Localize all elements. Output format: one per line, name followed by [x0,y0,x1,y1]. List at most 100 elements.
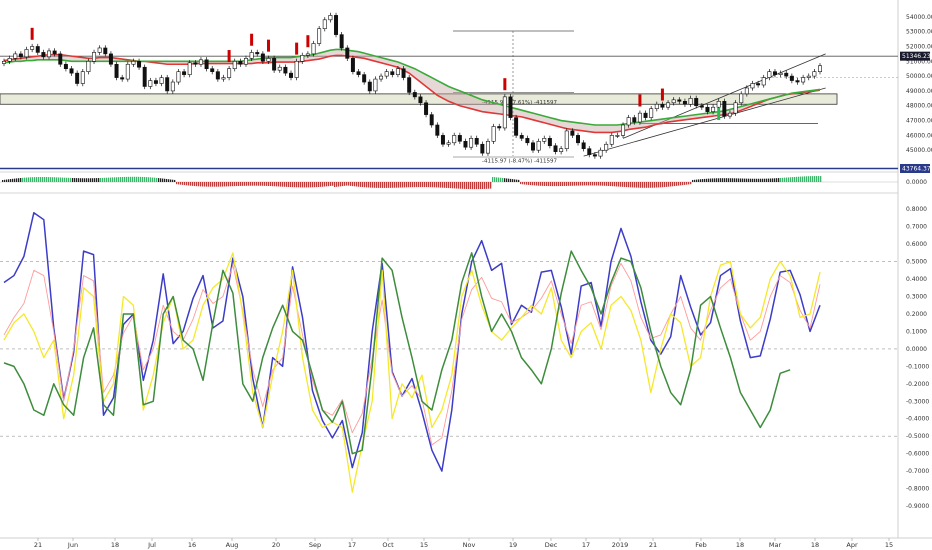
momentum-bar [616,182,618,187]
momentum-bar [90,178,92,182]
momentum-bar [716,178,718,182]
momentum-bar [432,182,434,188]
momentum-bar [570,182,572,186]
candle-body [587,148,592,155]
momentum-bar [242,182,244,186]
candle-body [97,47,102,53]
momentum-bar [302,182,304,188]
momentum-bar [694,179,696,182]
momentum-bar [468,182,470,190]
candle-body [581,142,586,150]
momentum-bar [664,182,666,188]
momentum-bar [748,178,750,182]
momentum-bar [224,182,226,187]
momentum-bar [680,182,682,186]
momentum-bar [318,182,320,187]
candle-body [182,71,187,75]
momentum-bar [336,182,338,187]
momentum-bar [290,182,292,188]
momentum-bar [576,182,578,186]
momentum-bar [800,176,802,182]
x-tick-label: 15 [420,541,428,549]
momentum-bar [588,182,590,186]
candle-body [221,77,226,80]
candle-body [379,75,384,80]
momentum-bar [810,176,812,182]
momentum-bar [568,182,570,186]
candle-body [170,81,175,92]
momentum-bar [456,182,458,189]
momentum-bar [362,182,364,188]
momentum-bar [678,182,680,186]
candle-body [58,53,63,65]
candle-body [536,140,541,151]
momentum-bar [442,182,444,188]
momentum-bar [512,179,514,182]
oscillator-y-tick: -0.7000 [906,468,929,475]
momentum-bar [208,182,210,187]
momentum-bar [366,182,368,188]
momentum-bar [374,182,376,188]
momentum-bar [522,182,524,185]
momentum-bar [734,178,736,182]
candle-body [103,47,108,55]
momentum-bar [160,178,162,182]
momentum-bar [16,178,18,182]
momentum-bar [566,182,568,186]
momentum-bar [792,177,794,182]
momentum-bar [256,182,258,186]
momentum-bar [548,182,550,187]
momentum-bar [686,182,688,185]
candle-body [35,46,40,53]
momentum-bar [454,182,456,189]
momentum-bar [612,182,614,187]
momentum-bar [762,178,764,182]
momentum-bar [250,182,252,186]
momentum-bar [140,176,142,182]
x-tick-label: Jun [67,541,78,549]
momentum-bar [414,182,416,188]
momentum-bar [712,178,714,182]
momentum-bar [118,177,120,182]
candle-body [300,55,305,62]
candle-body [761,77,766,86]
candle-body [266,58,271,62]
momentum-bar [378,182,380,188]
momentum-bar [354,182,356,187]
x-tick-label: 18 [811,541,819,549]
price-tag-label: 43764.37 [902,165,931,172]
oscillator-y-tick: -0.2000 [906,381,929,388]
momentum-bar [494,177,496,182]
x-tick-label: 21 [649,541,657,549]
candle-body [621,124,626,136]
momentum-bar [120,177,122,182]
momentum-bar [470,182,472,190]
candle-body [153,80,158,84]
candle-body [654,103,659,110]
momentum-bar [200,182,202,187]
momentum-bar [676,182,678,186]
candle-body [24,49,29,58]
candle-body [750,83,755,89]
momentum-bar [272,182,274,187]
candle-body [452,135,457,144]
momentum-bar [12,178,14,182]
momentum-bar [92,178,94,182]
momentum-bar [40,177,42,182]
candle-body [367,81,372,92]
momentum-bar [528,182,530,185]
candle-body [260,53,265,62]
momentum-bar [718,178,720,182]
momentum-bar [806,176,808,182]
momentum-bar [342,182,344,187]
momentum-bar [572,182,574,186]
candle-body [322,19,327,30]
momentum-bar [434,182,436,188]
candle-body [502,96,507,129]
momentum-bar [818,176,820,182]
momentum-bar [398,182,400,188]
momentum-bar [778,178,780,182]
candle-body [395,68,400,75]
